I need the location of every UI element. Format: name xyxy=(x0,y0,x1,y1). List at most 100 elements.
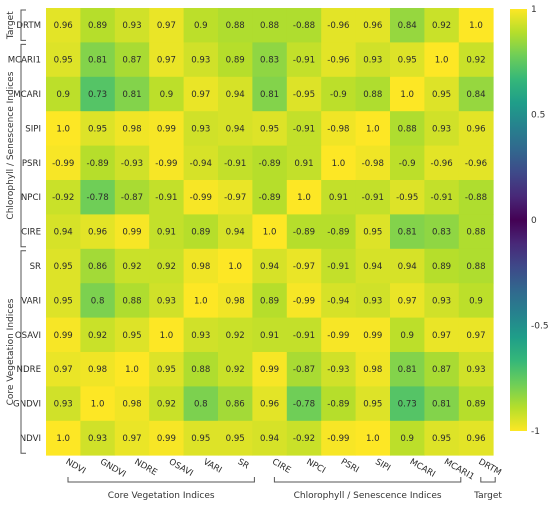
cell-value-label: 0.94 xyxy=(226,228,245,238)
heatmap-cell xyxy=(183,214,219,250)
heatmap-cell xyxy=(252,248,288,284)
heatmap-cell xyxy=(218,248,253,284)
heatmap-cell xyxy=(183,180,219,215)
heatmap-cell xyxy=(218,352,253,387)
colorbar: 1 0.5 0 -0.5 -1 xyxy=(510,5,549,437)
x-tick-label: GNDVI xyxy=(98,457,127,480)
cell-value-label: 0.95 xyxy=(363,400,382,410)
cell-value-label: 1.0 xyxy=(297,193,311,203)
y-tick-label: NPCI xyxy=(21,193,41,203)
cell-value-label: 0.95 xyxy=(260,124,279,134)
cell-value-label: 0.92 xyxy=(88,331,107,341)
heatmap-cell xyxy=(286,420,322,456)
cell-value-label: -0.95 xyxy=(293,90,315,100)
cell-value-label: 0.93 xyxy=(466,365,485,375)
x-tick-label: NDVI xyxy=(64,457,87,476)
cell-value-label: 0.93 xyxy=(54,400,73,410)
heatmap-cell xyxy=(458,8,494,43)
cell-value-label: 0.73 xyxy=(88,90,107,100)
heatmap-cell xyxy=(46,317,81,353)
heatmap-cell xyxy=(390,386,425,422)
heatmap-cell xyxy=(114,180,150,215)
group-brackets: Target Chlorophyll / Senescence Indices Co… xyxy=(6,9,502,501)
cell-value-label: -0.9 xyxy=(330,90,347,100)
cell-value-label: 0.98 xyxy=(122,124,141,134)
cell-value-label: 0.81 xyxy=(398,365,417,375)
heatmap-cell xyxy=(424,283,460,318)
cell-value-label: -0.78 xyxy=(86,193,108,203)
cell-value-label: -0.93 xyxy=(327,365,349,375)
heatmap-cell xyxy=(355,145,391,181)
heatmap-cell xyxy=(390,248,425,284)
cell-value-label: -0.89 xyxy=(327,228,349,238)
cell-value-label: 0.92 xyxy=(122,262,141,272)
heatmap-cell xyxy=(80,317,116,353)
x-tick-label: CIRE xyxy=(270,457,292,476)
colorbar-gradient xyxy=(510,9,527,431)
heatmap-cell xyxy=(252,214,288,250)
cell-value-label: -0.96 xyxy=(430,159,452,169)
heatmap-cell xyxy=(458,386,494,422)
y-tick-label: NDVI xyxy=(20,434,41,444)
heatmap-cell xyxy=(114,214,150,250)
heatmap-cell xyxy=(424,352,460,387)
heatmap-cell xyxy=(149,145,184,181)
cell-value-label: 1.0 xyxy=(366,124,380,134)
x-tick-label: NDRE xyxy=(133,457,159,478)
heatmap-cell xyxy=(424,420,460,456)
cell-value-label: 0.96 xyxy=(466,124,485,134)
cell-value-label: 0.89 xyxy=(191,228,210,238)
cell-value-label: -0.9 xyxy=(399,159,416,169)
cell-value-label: 0.95 xyxy=(363,228,382,238)
y-tick-label: SR xyxy=(30,262,41,272)
x-tick-label: VARI xyxy=(201,457,223,476)
x-tick-label: MCARI xyxy=(408,457,437,480)
heatmap-cell xyxy=(252,386,288,422)
heatmap-cell xyxy=(286,42,322,78)
heatmap-cell xyxy=(149,42,184,78)
cell-value-label: -0.96 xyxy=(327,21,349,31)
heatmap-cell xyxy=(114,352,150,387)
heatmap-cell xyxy=(80,214,116,250)
row-group-bracket xyxy=(20,9,26,41)
cell-value-label: 1.0 xyxy=(160,331,174,341)
cell-value-label: -0.89 xyxy=(293,228,315,238)
heatmap-cell xyxy=(149,8,184,43)
cell-value-label: 0.95 xyxy=(88,124,107,134)
cell-value-label: -0.99 xyxy=(293,296,315,306)
cell-value-label: 0.9 xyxy=(469,296,483,306)
cell-value-label: 0.95 xyxy=(226,434,245,444)
heatmap-cell xyxy=(218,42,253,78)
cell-value-label: -0.93 xyxy=(121,159,143,169)
heatmap-cell xyxy=(286,180,322,215)
cell-value-label: 0.88 xyxy=(226,21,245,31)
heatmap-cell xyxy=(321,8,356,43)
heatmap-cell xyxy=(80,8,116,43)
heatmap-cell xyxy=(46,111,81,146)
cell-value-label: -0.88 xyxy=(465,193,487,203)
cell-value-label: 1.0 xyxy=(435,56,449,66)
heatmap-cell xyxy=(355,352,391,387)
heatmap-cell xyxy=(114,386,150,422)
heatmap-cell xyxy=(46,283,81,318)
cell-value-label: 0.91 xyxy=(329,193,348,203)
cell-value-label: -0.89 xyxy=(258,193,280,203)
cell-value-label: 0.97 xyxy=(157,56,176,66)
cell-value-label: 0.95 xyxy=(122,331,141,341)
heatmap-cell xyxy=(390,420,425,456)
cell-value-label: 0.83 xyxy=(432,228,451,238)
cell-value-label: -0.99 xyxy=(327,434,349,444)
row-group-label: Core Vegetation Indices xyxy=(6,298,16,405)
heatmap-cell xyxy=(114,145,150,181)
heatmap-cell xyxy=(114,42,150,78)
cell-value-label: 0.9 xyxy=(194,21,208,31)
cell-value-label: 0.81 xyxy=(260,90,279,100)
row-group-bracket xyxy=(20,43,26,248)
cell-value-label: -0.91 xyxy=(293,331,315,341)
heatmap-cell xyxy=(321,352,356,387)
col-group-label: Chlorophyll / Senescence Indices xyxy=(294,491,442,501)
heatmap-cell xyxy=(183,42,219,78)
cell-value-label: 0.9 xyxy=(400,331,414,341)
heatmap-cell xyxy=(46,386,81,422)
cell-value-label: 0.84 xyxy=(398,21,417,31)
